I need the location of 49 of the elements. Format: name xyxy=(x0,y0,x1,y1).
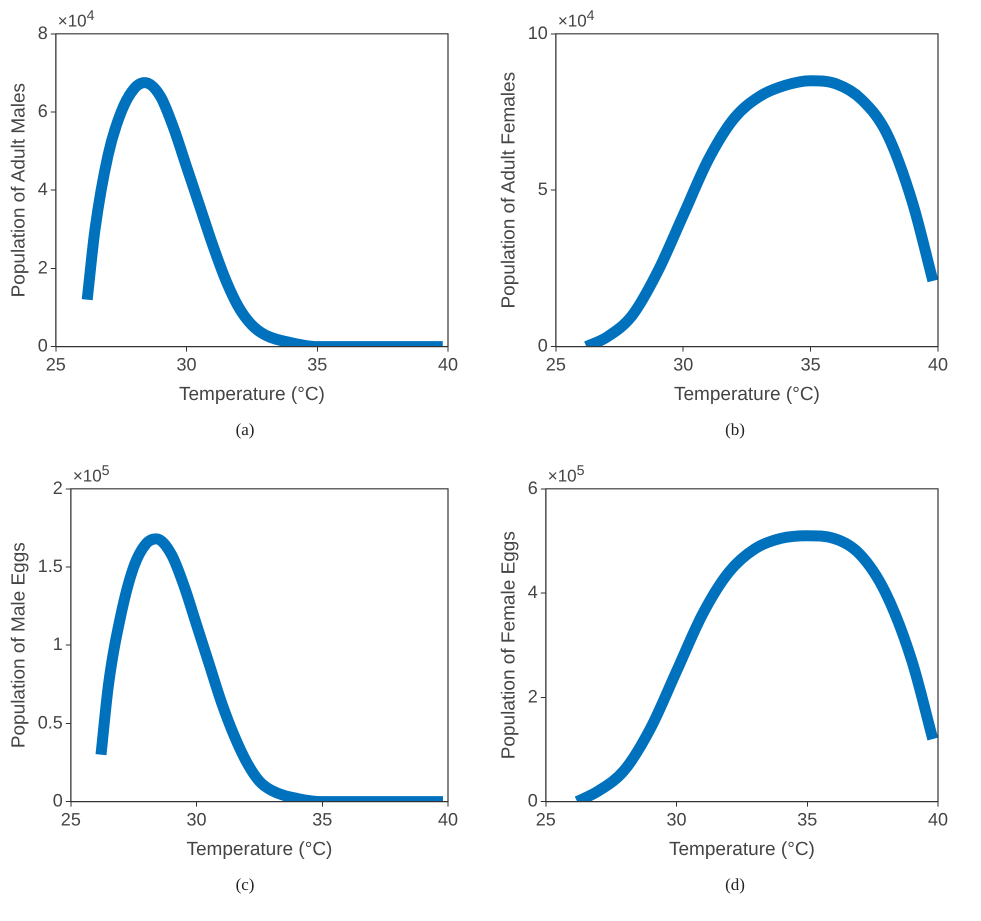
x-tick-label: 35 xyxy=(312,809,332,830)
x-tick-label: 30 xyxy=(673,354,694,374)
y-tick-label: 0 xyxy=(52,790,63,811)
y-tick-label: 10 xyxy=(528,22,548,43)
x-axis-title: Temperature (°C) xyxy=(186,838,332,860)
x-axis-title: Temperature (°C) xyxy=(668,838,815,860)
text: ×10$^{5}$ xyxy=(548,462,585,486)
x-tick-label: 30 xyxy=(666,809,687,830)
text: (d) xyxy=(724,875,746,895)
y-tick-label: 0.5 xyxy=(38,712,63,732)
y-tick-label: 4 xyxy=(528,582,538,602)
y-tick-label: 0 xyxy=(538,336,548,356)
y-axis-title: Population of Adult Males xyxy=(8,82,30,298)
y-tick-label: 2 xyxy=(38,257,48,278)
y-tick-label: 2 xyxy=(528,686,538,706)
x-tick-label: 40 xyxy=(928,809,948,830)
y-tick-label: 0 xyxy=(38,336,48,356)
x-tick-label: 25 xyxy=(60,809,81,830)
x-tick-label: 35 xyxy=(797,809,818,830)
y-tick-label: 2 xyxy=(52,478,63,498)
y-tick-label: 5 xyxy=(538,179,548,200)
y-tick-label: 6 xyxy=(38,100,48,121)
y-axis-title: Population of Female Eggs xyxy=(498,531,520,760)
text: ×10$^{4}$ xyxy=(58,8,95,32)
text: (c) xyxy=(234,875,256,895)
x-tick-label: 25 xyxy=(46,354,66,374)
y-tick-label: 6 xyxy=(528,478,538,498)
y-tick-label: 8 xyxy=(38,22,48,43)
x-tick-label: 40 xyxy=(438,354,458,374)
x-tick-label: 40 xyxy=(438,809,458,830)
y-tick-label: 0 xyxy=(528,790,538,811)
text: (a) xyxy=(234,420,256,440)
x-tick-label: 30 xyxy=(176,354,197,374)
x-tick-label: 25 xyxy=(536,809,556,830)
text: ×10$^{5}$ xyxy=(72,462,110,486)
y-tick-label: 4 xyxy=(38,179,48,200)
x-tick-label: 40 xyxy=(928,354,948,374)
text: (b) xyxy=(724,420,746,440)
y-tick-label: 1.5 xyxy=(38,556,63,576)
y-tick-label: 1 xyxy=(52,634,63,654)
x-axis-title: Temperature (°C) xyxy=(674,384,820,405)
x-axis-title: Temperature (°C) xyxy=(178,384,325,405)
text: ×10$^{4}$ xyxy=(558,8,595,32)
y-axis-title: Population of Adult Females xyxy=(498,72,520,308)
y-axis-title: Population of Male Eggs xyxy=(8,542,30,748)
x-tick-label: 25 xyxy=(546,354,566,374)
x-tick-label: 30 xyxy=(186,809,207,830)
x-tick-label: 35 xyxy=(800,354,821,374)
x-tick-label: 35 xyxy=(307,354,328,374)
